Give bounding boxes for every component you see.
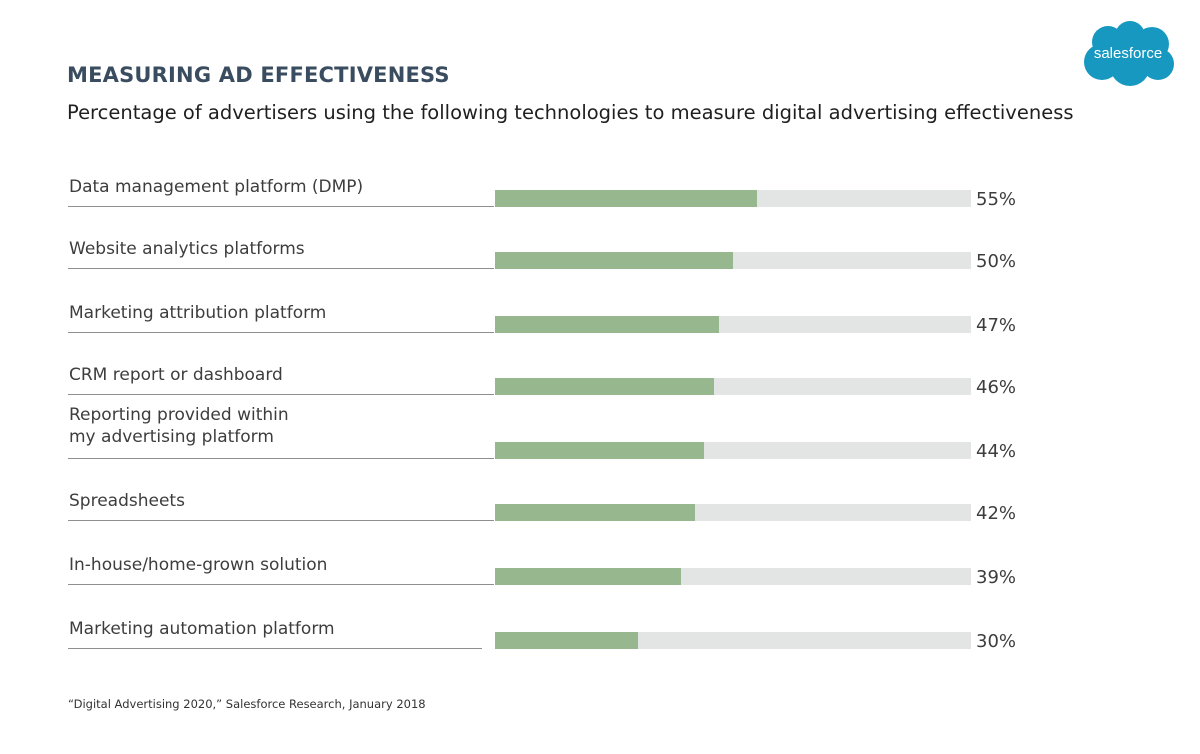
row-divider xyxy=(68,332,494,333)
row-divider xyxy=(68,206,494,207)
category-label: Reporting provided within my advertising… xyxy=(69,405,289,447)
salesforce-logo: salesforce xyxy=(1084,21,1174,86)
bar xyxy=(495,442,704,459)
value-label: 55% xyxy=(976,189,1017,210)
bar xyxy=(495,632,638,649)
row-divider xyxy=(68,584,494,585)
category-label: Spreadsheets xyxy=(69,491,185,511)
value-label: 30% xyxy=(976,631,1017,652)
value-label: 44% xyxy=(976,441,1017,462)
category-label: In-house/home-grown solution xyxy=(69,555,328,575)
row-divider xyxy=(68,520,494,521)
category-label: Marketing attribution platform xyxy=(69,303,327,323)
source-note: “Digital Advertising 2020,” Salesforce R… xyxy=(68,697,426,711)
logo-text: salesforce xyxy=(1094,45,1162,62)
category-label: CRM report or dashboard xyxy=(69,365,283,385)
bar xyxy=(495,568,681,585)
value-label: 42% xyxy=(976,503,1017,524)
value-label: 50% xyxy=(976,251,1017,272)
value-label: 47% xyxy=(976,315,1017,336)
row-divider xyxy=(68,268,494,269)
category-label: Marketing automation platform xyxy=(69,619,335,639)
bar xyxy=(495,190,757,207)
row-divider xyxy=(68,394,494,395)
category-label: Data management platform (DMP) xyxy=(69,177,364,197)
value-label: 46% xyxy=(976,377,1017,398)
bar xyxy=(495,504,695,521)
category-label: Website analytics platforms xyxy=(69,239,305,259)
chart-title: MEASURING AD EFFECTIVENESS xyxy=(67,63,450,87)
cloud-logo-icon xyxy=(1084,21,1174,86)
bar xyxy=(495,252,733,269)
value-label: 39% xyxy=(976,567,1017,588)
row-divider xyxy=(68,648,482,649)
bar xyxy=(495,378,714,395)
row-divider xyxy=(68,458,494,459)
chart-subtitle: Percentage of advertisers using the foll… xyxy=(67,101,1074,124)
bar xyxy=(495,316,719,333)
